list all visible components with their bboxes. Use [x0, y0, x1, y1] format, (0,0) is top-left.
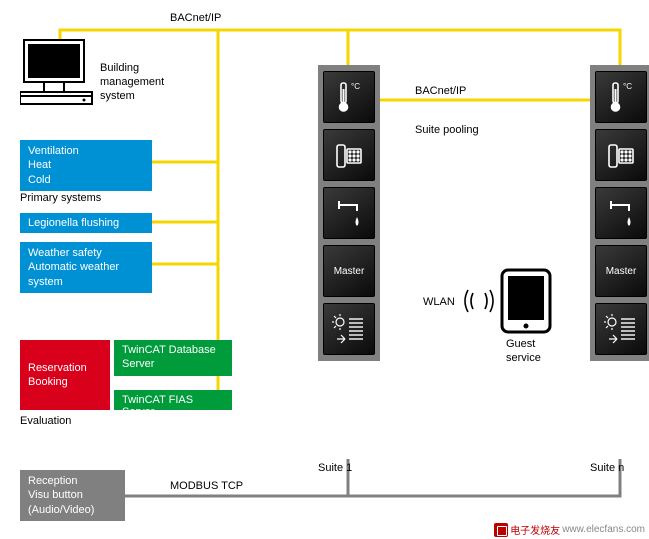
twincat-fias-box: TwinCAT FIAS Server — [114, 390, 232, 410]
faucet-icon — [595, 187, 647, 239]
master-icon: Master — [323, 245, 375, 297]
legionella-box: Legionella flushing — [20, 213, 152, 233]
thermometer-icon: °C — [595, 71, 647, 123]
guest-service-label: Guest service — [506, 338, 541, 366]
blinds-sun-icon — [323, 303, 375, 355]
phone-icon — [595, 129, 647, 181]
reception-box: Reception Visu button (Audio/Video) — [20, 470, 125, 521]
suite1-label: Suite 1 — [318, 462, 352, 474]
faucet-icon — [323, 187, 375, 239]
primary-systems-label: Primary systems — [20, 192, 101, 204]
suite-pooling-protocol-label: BACnet/IP — [415, 85, 466, 97]
suite1-panel: °C Master — [318, 65, 380, 361]
reservation-box: Reservation Booking — [20, 340, 110, 410]
modbus-label: MODBUS TCP — [170, 480, 243, 492]
bms-label: Building management system — [100, 62, 164, 103]
primary-systems-box: Ventilation Heat Cold — [20, 140, 152, 191]
svg-text:°C: °C — [623, 82, 632, 91]
watermark: 电子发烧友 www.elecfans.com — [494, 522, 645, 537]
weather-box: Weather safety Automatic weather system — [20, 242, 152, 293]
watermark-logo-icon — [494, 523, 508, 537]
suiten-label: Suite n — [590, 462, 624, 474]
svg-text:°C: °C — [351, 82, 360, 91]
evaluation-label: Evaluation — [20, 415, 71, 427]
wlan-label: WLAN — [423, 296, 455, 308]
suiten-panel: °C Master — [590, 65, 649, 361]
tablet-icon — [500, 268, 552, 337]
thermometer-icon: °C — [323, 71, 375, 123]
blinds-sun-icon — [595, 303, 647, 355]
wlan-waves-icon — [462, 286, 496, 319]
suite-pooling-label: Suite pooling — [415, 124, 479, 136]
bms-computer-icon — [20, 38, 98, 109]
top-protocol-label: BACnet/IP — [170, 12, 221, 24]
twincat-db-box: TwinCAT Database Server — [114, 340, 232, 376]
master-icon: Master — [595, 245, 647, 297]
phone-icon — [323, 129, 375, 181]
